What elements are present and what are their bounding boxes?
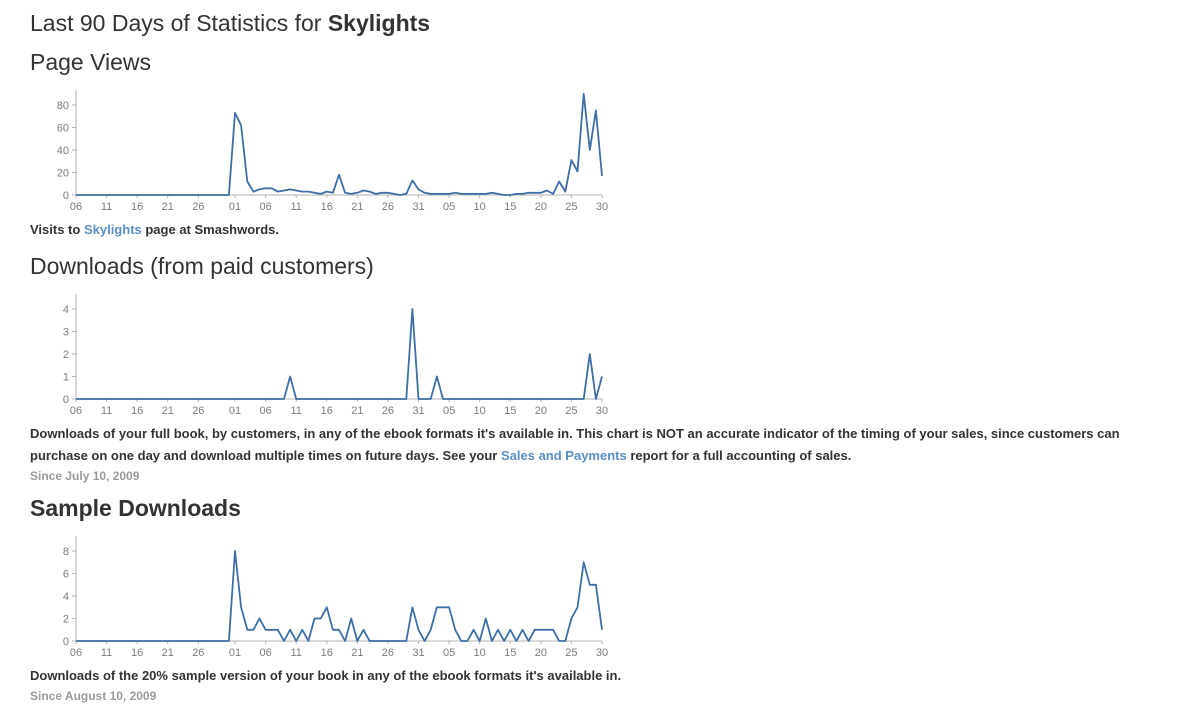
svg-text:05: 05 <box>443 647 455 659</box>
svg-text:6: 6 <box>63 569 69 581</box>
sales-and-payments-link[interactable]: Sales and Payments <box>500 448 627 464</box>
svg-text:31: 31 <box>412 201 424 213</box>
page-views-caption-after: page at Smashwords. <box>141 222 280 237</box>
svg-text:10: 10 <box>474 647 486 659</box>
paid-downloads-caption-after: report for a full accounting of sales. <box>626 448 852 464</box>
svg-text:11: 11 <box>101 201 112 213</box>
svg-text:0: 0 <box>63 190 69 202</box>
svg-text:2: 2 <box>63 614 69 626</box>
svg-text:10: 10 <box>474 405 486 417</box>
paid-downloads-since-note: Since July 10, 2009 <box>30 469 140 484</box>
data-line-sample-downloads <box>76 550 603 643</box>
section-heading-sample-downloads: Sample Downloads <box>30 495 241 522</box>
svg-text:05: 05 <box>443 201 455 213</box>
svg-text:26: 26 <box>382 405 394 417</box>
svg-text:26: 26 <box>382 647 394 659</box>
section-heading-paid-downloads: Downloads (from paid customers) <box>30 253 374 280</box>
svg-text:3: 3 <box>63 327 69 339</box>
svg-text:30: 30 <box>596 405 608 417</box>
svg-text:20: 20 <box>535 201 547 213</box>
svg-text:4: 4 <box>63 304 69 316</box>
svg-text:20: 20 <box>535 647 547 659</box>
svg-text:06: 06 <box>70 405 82 417</box>
svg-text:15: 15 <box>504 201 516 213</box>
svg-text:0: 0 <box>63 636 69 648</box>
svg-text:16: 16 <box>131 201 143 213</box>
paid-downloads-chart: 0 1 2 3 4 06 11 16 21 26 01 06 11 16 21 26 31 05 10 15 20 25 3… <box>30 286 1186 423</box>
svg-text:8: 8 <box>63 546 69 558</box>
svg-text:06: 06 <box>70 647 82 659</box>
chart-svg-sample-downloads: 0 2 4 6 8 06 11 16 21 26 01 06 11 16 21 26 31 05 10 15 20 25 3… <box>63 536 608 659</box>
svg-text:25: 25 <box>565 647 577 659</box>
svg-text:21: 21 <box>351 201 363 213</box>
page-views-caption: Visits to Skylights page at Smashwords. <box>30 219 1162 241</box>
svg-text:31: 31 <box>412 405 424 417</box>
svg-text:25: 25 <box>565 405 577 417</box>
section-heading-page-views: Page Views <box>30 49 152 75</box>
svg-text:1: 1 <box>63 372 69 384</box>
page-title: Last 90 Days of Statistics for Skylights <box>30 10 1186 37</box>
page-views-chart: 0 20 40 60 80 06 11 16 21 26 01 06 11 16 21 26 31 05 10 15 2… <box>30 82 1186 219</box>
svg-text:16: 16 <box>131 405 143 417</box>
svg-text:26: 26 <box>192 405 204 417</box>
svg-text:06: 06 <box>259 405 271 417</box>
svg-text:0: 0 <box>63 394 69 406</box>
book-title: Skylights <box>327 10 431 36</box>
svg-text:11: 11 <box>101 647 112 659</box>
svg-text:11: 11 <box>290 201 301 213</box>
chart-svg-page-views: 0 20 40 60 80 06 11 16 21 26 01 06 11 16 21 26 31 05 10 15 2… <box>57 90 608 213</box>
svg-text:30: 30 <box>596 647 608 659</box>
svg-text:60: 60 <box>57 123 69 135</box>
svg-text:15: 15 <box>504 405 516 417</box>
svg-text:80: 80 <box>57 100 69 112</box>
svg-text:06: 06 <box>70 201 82 213</box>
svg-text:10: 10 <box>474 201 486 213</box>
svg-text:26: 26 <box>382 201 394 213</box>
svg-text:15: 15 <box>504 647 516 659</box>
svg-text:21: 21 <box>351 647 363 659</box>
svg-text:11: 11 <box>290 405 301 417</box>
sample-downloads-since-note: Since August 10, 2009 <box>30 689 157 704</box>
svg-text:4: 4 <box>63 591 69 603</box>
statistics-page: Last 90 Days of Statistics for Skylights… <box>30 10 1186 703</box>
svg-text:25: 25 <box>565 201 577 213</box>
svg-text:11: 11 <box>290 647 301 659</box>
svg-text:2: 2 <box>63 349 69 361</box>
svg-text:01: 01 <box>229 201 241 213</box>
svg-text:06: 06 <box>259 647 271 659</box>
svg-text:16: 16 <box>131 647 143 659</box>
svg-text:26: 26 <box>192 201 204 213</box>
svg-text:31: 31 <box>412 647 424 659</box>
svg-text:21: 21 <box>162 405 174 417</box>
svg-text:21: 21 <box>162 201 174 213</box>
svg-text:16: 16 <box>321 201 333 213</box>
page-views-caption-before: Visits to <box>30 222 84 237</box>
svg-text:16: 16 <box>321 405 333 417</box>
svg-text:01: 01 <box>229 405 241 417</box>
svg-text:16: 16 <box>321 647 333 659</box>
svg-text:05: 05 <box>443 405 455 417</box>
svg-text:06: 06 <box>259 201 271 213</box>
paid-downloads-caption-before: Downloads of your full book, by customer… <box>30 426 1120 464</box>
svg-text:30: 30 <box>596 201 608 213</box>
skylights-link[interactable]: Skylights <box>83 222 142 237</box>
sample-downloads-caption: Downloads of the 20% sample version of y… <box>30 668 622 684</box>
sample-downloads-chart: 0 2 4 6 8 06 11 16 21 26 01 06 11 16 21 26 31 05 10 15 20 25 3… <box>30 528 1186 665</box>
paid-downloads-caption: Downloads of your full book, by customer… <box>30 423 1162 467</box>
page-title-prefix: Last 90 Days of Statistics for <box>30 10 328 36</box>
svg-text:21: 21 <box>351 405 363 417</box>
svg-text:11: 11 <box>101 405 112 417</box>
svg-text:01: 01 <box>229 647 241 659</box>
svg-text:20: 20 <box>535 405 547 417</box>
svg-text:26: 26 <box>192 647 204 659</box>
data-line-page-views <box>76 92 603 196</box>
svg-text:20: 20 <box>57 168 69 180</box>
svg-text:40: 40 <box>57 145 69 157</box>
data-line-paid-downloads <box>76 308 603 400</box>
svg-text:21: 21 <box>162 647 174 659</box>
